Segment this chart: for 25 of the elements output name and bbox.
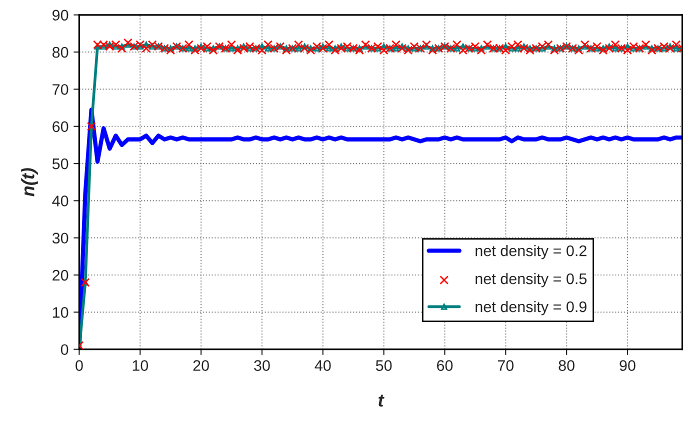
legend-label: net density = 0.2 [476, 244, 586, 260]
x-tick-label: 40 [314, 360, 331, 371]
x-tick-label: 60 [437, 360, 453, 371]
x-tick-label: 30 [254, 360, 270, 371]
legend-label: net density = 0.5 [476, 272, 587, 288]
x-tick-label: 50 [376, 360, 392, 371]
y-tick-label: 20 [52, 270, 68, 281]
y-tick-label: 50 [52, 158, 68, 170]
x-tick-label: 10 [132, 360, 148, 371]
y-axis-title: n(t) [21, 168, 38, 196]
x-tick-label: 0 [76, 360, 83, 371]
x-tick-label: 20 [193, 360, 209, 371]
y-tick-label: 80 [52, 46, 68, 58]
y-tick-label: 30 [52, 232, 68, 244]
y-tick-label: 10 [52, 307, 68, 318]
y-tick-label: 70 [52, 84, 68, 95]
y-tick-label: 60 [52, 121, 68, 132]
y-tick-label: 40 [52, 196, 68, 206]
x-axis-title: t [378, 394, 384, 407]
x-tick-label: 70 [498, 360, 514, 371]
x-tick-label: 90 [620, 360, 636, 371]
y-tick-label: 0 [60, 344, 68, 356]
y-tick-label: 90 [52, 10, 68, 21]
legend-label: net density = 0.9 [476, 300, 586, 316]
x-tick-label: 80 [558, 360, 574, 371]
